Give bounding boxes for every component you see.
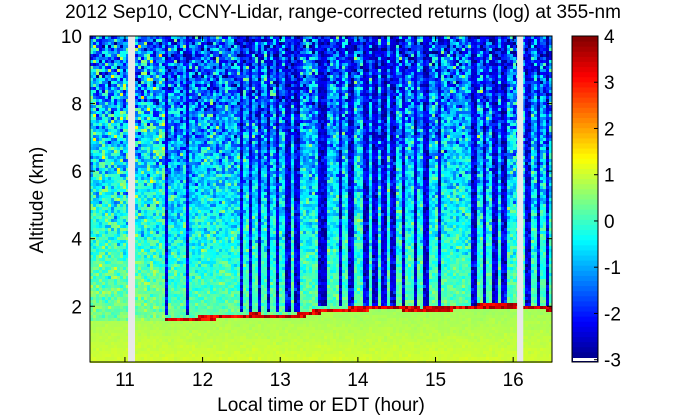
colorbar-segment bbox=[572, 331, 598, 338]
colorbar-segment bbox=[572, 255, 598, 261]
colorbar-frame bbox=[571, 35, 599, 363]
colorbar-segment bbox=[572, 219, 598, 225]
colorbar-segment bbox=[572, 295, 598, 302]
colorbar-segment bbox=[572, 305, 598, 312]
colorbar-segment bbox=[572, 300, 598, 307]
colorbar-segment bbox=[572, 290, 598, 297]
data-gap bbox=[517, 36, 524, 362]
colorbar-segment bbox=[572, 86, 598, 93]
colorbar-segment bbox=[572, 275, 598, 281]
colorbar-segment bbox=[572, 321, 598, 327]
colorbar-segment bbox=[572, 280, 598, 287]
x-tick-label: 14 bbox=[347, 370, 369, 391]
colorbar-segment bbox=[572, 112, 598, 118]
colorbar-segment bbox=[572, 244, 598, 251]
colorbar-tick-label: 1 bbox=[604, 166, 615, 187]
colorbar-segment bbox=[572, 61, 598, 68]
colorbar-segment bbox=[572, 188, 598, 195]
colorbar-segment bbox=[572, 46, 598, 52]
colorbar-segment bbox=[572, 346, 598, 353]
colorbar-tick-label: -1 bbox=[604, 258, 621, 279]
colorbar-segment bbox=[572, 341, 598, 348]
colorbar-segment bbox=[572, 199, 598, 205]
colorbar-segment bbox=[572, 158, 598, 164]
colorbar-tick-label: 0 bbox=[604, 212, 615, 233]
colorbar-segment bbox=[572, 270, 598, 276]
colorbar-tick-label: 4 bbox=[604, 27, 615, 48]
colorbar-segment bbox=[572, 107, 598, 113]
colorbar-segment bbox=[572, 260, 598, 266]
colorbar-tick-label: -2 bbox=[604, 304, 621, 325]
colorbar-segment bbox=[572, 193, 598, 200]
colorbar-segment bbox=[572, 92, 598, 98]
colorbar-segment bbox=[572, 66, 598, 73]
colorbar-tick-label: 3 bbox=[604, 73, 615, 94]
colorbar-segment bbox=[572, 153, 598, 159]
y-tick-label: 4 bbox=[71, 230, 82, 251]
colorbar-segment bbox=[572, 168, 598, 175]
colorbar-segment bbox=[572, 56, 598, 62]
colorbar-segment bbox=[572, 137, 598, 144]
colorbar-segment bbox=[572, 214, 598, 220]
y-tick-label: 8 bbox=[71, 95, 82, 116]
colorbar-segment bbox=[572, 117, 598, 124]
colorbar-segment bbox=[572, 316, 598, 322]
colorbar-segment bbox=[572, 351, 598, 358]
y-tick-label: 6 bbox=[71, 162, 82, 183]
colorbar-segment bbox=[572, 122, 598, 129]
x-tick-label: 12 bbox=[192, 370, 213, 391]
colorbar-segment bbox=[572, 36, 598, 42]
colorbar-segment bbox=[572, 76, 598, 83]
x-tick-label: 16 bbox=[503, 370, 524, 391]
colorbar-segment bbox=[572, 148, 598, 154]
colorbar-segment bbox=[572, 173, 598, 180]
colorbar-tick-label: -3 bbox=[604, 351, 621, 372]
colorbar-segment bbox=[572, 265, 598, 271]
colorbar-segment bbox=[572, 183, 598, 190]
colorbar-segment bbox=[572, 239, 598, 246]
colorbar-segment bbox=[572, 204, 598, 210]
colorbar-segment bbox=[572, 71, 598, 78]
colorbar-segment bbox=[572, 163, 598, 169]
colorbar-segment bbox=[572, 102, 598, 108]
x-tick-label: 13 bbox=[270, 370, 291, 391]
x-tick-label: 11 bbox=[115, 370, 135, 391]
axes: 11 12 13 14 15 16 2 4 6 8 10 bbox=[61, 27, 553, 391]
y-tick-label: 2 bbox=[71, 297, 82, 318]
colorbar-segment bbox=[572, 51, 598, 57]
colorbar-segment bbox=[572, 142, 598, 149]
x-tick-label: 15 bbox=[425, 370, 446, 391]
colorbar-segment bbox=[572, 224, 598, 231]
colorbar-segment bbox=[572, 41, 598, 47]
colorbar-segment bbox=[572, 249, 598, 256]
heatmap-cells bbox=[90, 36, 552, 363]
colorbar-segment bbox=[572, 229, 598, 236]
colorbar-segment bbox=[572, 132, 598, 139]
colorbar-segment bbox=[572, 97, 598, 103]
plot-frame bbox=[89, 35, 553, 363]
colorbar-segment bbox=[572, 326, 598, 332]
colorbar-segment bbox=[572, 127, 598, 134]
colorbar-segment bbox=[572, 209, 598, 215]
colorbar-segment bbox=[572, 81, 598, 88]
colorbar: -3 -2 -1 0 1 2 3 4 bbox=[571, 27, 621, 372]
colorbar-segment bbox=[572, 336, 598, 343]
x-axis-label: Local time or EDT (hour) bbox=[217, 395, 425, 416]
data-gap bbox=[128, 36, 136, 362]
colorbar-segment bbox=[572, 285, 598, 292]
colorbar-segment bbox=[572, 178, 598, 185]
colorbar-tick-label: 2 bbox=[604, 119, 615, 140]
colorbar-bottom-marker bbox=[573, 358, 597, 361]
y-tick-label: 10 bbox=[61, 27, 82, 48]
chart-title: 2012 Sep10, CCNY-Lidar, range-corrected … bbox=[65, 2, 621, 23]
colorbar-segment bbox=[572, 234, 598, 241]
heatmap-plot-area bbox=[90, 36, 552, 363]
colorbar-segment bbox=[572, 311, 598, 317]
